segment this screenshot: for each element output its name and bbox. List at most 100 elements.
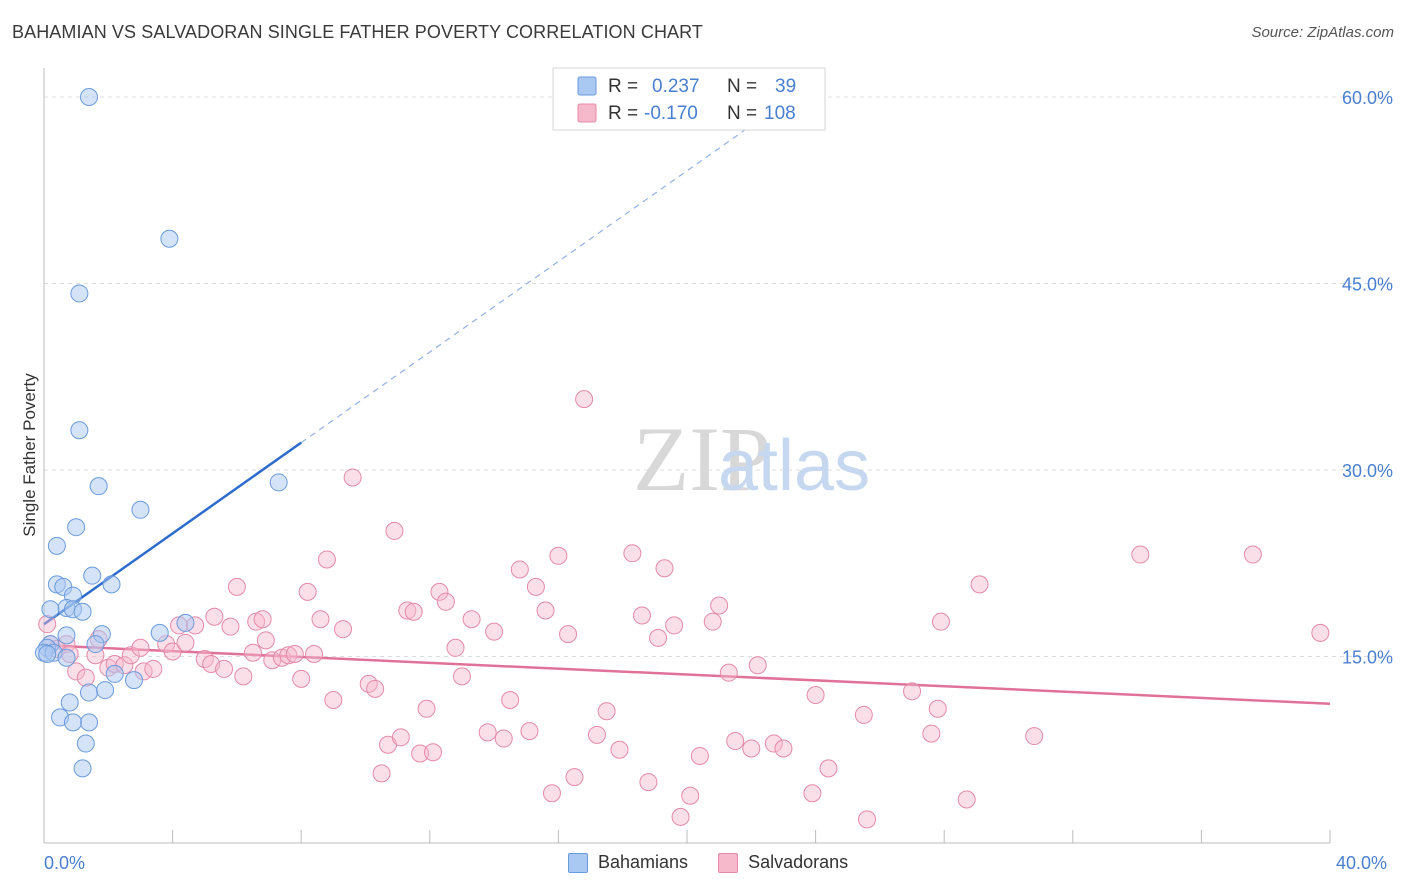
bahamian-point (73, 602, 92, 621)
salvadoran-point (970, 575, 989, 594)
salvadoran-point (681, 786, 700, 805)
bahamian-point (105, 664, 124, 683)
salvadoran-point (803, 784, 822, 803)
axes (43, 68, 1331, 844)
salvadoran-point (391, 728, 410, 747)
salvadoran-point (243, 643, 262, 662)
salvadoran-point (623, 544, 642, 563)
y-tick-label: 30.0% (1342, 461, 1393, 481)
salvadoran-point (478, 723, 497, 742)
salvadoran-point (1025, 727, 1044, 746)
bahamian-point (60, 693, 79, 712)
salvadoran-point (485, 622, 504, 641)
bahamian-point (80, 683, 99, 702)
bahamian-point (57, 626, 76, 645)
salvadoran-point (726, 732, 745, 751)
watermark-zip: ZIP (633, 408, 771, 510)
salvadoran-point (452, 667, 471, 686)
salvadorans-trend-line (43, 644, 1331, 705)
salvadoran-point (1243, 545, 1262, 564)
x-axis-max-label: 40.0% (1336, 853, 1388, 873)
salvadoran-point (221, 617, 240, 636)
salvadoran-point (748, 656, 767, 675)
bahamian-point (269, 473, 288, 492)
x-axis-min-label: 0.0% (44, 853, 86, 873)
salvadoran-point (903, 682, 922, 701)
salvadoran-point (462, 610, 481, 629)
legend-r-label-1: R = (608, 76, 638, 97)
salvadoran-point (317, 550, 336, 569)
bahamian-point (102, 575, 121, 594)
salvadoran-point (343, 468, 362, 487)
salvadoran-point (632, 606, 651, 625)
salvadoran-point (430, 582, 449, 601)
bahamian-point (80, 88, 99, 106)
bahamian-point (38, 645, 57, 664)
trend-lines (43, 111, 1331, 705)
salvadoran-point (424, 743, 443, 762)
bahamian-point (86, 635, 105, 654)
salvadoran-point (38, 615, 57, 634)
bahamian-point (150, 623, 169, 642)
bahamian-point (160, 229, 179, 248)
legend-swatch-salvadorans (577, 103, 597, 123)
salvadoran-point (703, 612, 722, 631)
salvadoran-point (411, 744, 430, 763)
bahamian-point (73, 759, 92, 778)
y-tick-labels: 15.0% 30.0% 45.0% 60.0% (1342, 88, 1393, 668)
bahamian-point (47, 536, 66, 555)
bahamians-points (35, 88, 288, 778)
salvadoran-point (227, 577, 246, 596)
legend-swatch-bahamians (577, 76, 597, 96)
legend-n-label-1: N = (727, 76, 757, 97)
bahamian-point (83, 566, 102, 585)
bahamian-point (63, 713, 82, 732)
salvadoran-point (76, 668, 95, 687)
bahamian-point (67, 518, 86, 537)
watermark: ZIP atlas (633, 408, 870, 510)
salvadoran-point (819, 759, 838, 778)
salvadoran-point (806, 686, 825, 705)
salvadoran-point (366, 679, 385, 698)
salvadoran-point (549, 546, 568, 565)
bahamian-point (176, 613, 195, 632)
bahamians-trend-extension (300, 111, 771, 444)
bahamian-point (80, 713, 99, 732)
salvadoran-point (536, 601, 555, 620)
bahamian-point (76, 734, 95, 753)
salvadoran-point (176, 633, 195, 652)
salvadoran-point (163, 642, 182, 661)
bahamian-point (57, 648, 76, 667)
bahamian-point (89, 477, 108, 496)
salvadoran-point (285, 645, 304, 664)
bahamian-point (125, 671, 144, 690)
salvadoran-point (398, 601, 417, 620)
salvadoran-point (854, 705, 873, 724)
salvadoran-point (324, 691, 343, 710)
bahamians-label: Bahamians (598, 852, 689, 872)
legend-r-label-2: R = (608, 103, 638, 124)
chart-title: BAHAMIAN VS SALVADORAN SINGLE FATHER POV… (12, 22, 704, 42)
salvadoran-point (928, 699, 947, 718)
bahamian-point (96, 681, 115, 700)
salvadoran-point (510, 560, 529, 579)
salvadoran-point (520, 722, 539, 741)
salvadoran-point (957, 790, 976, 809)
salvadoran-point (446, 638, 465, 657)
legend-box (552, 67, 826, 131)
salvadoran-point (587, 725, 606, 744)
salvadoran-point (710, 596, 729, 615)
bahamians-swatch (568, 852, 588, 873)
salvadoran-point (649, 628, 668, 647)
salvadoran-point (671, 807, 690, 826)
salvadoran-point (417, 699, 436, 718)
legend-n-value-2: 108 (764, 103, 796, 124)
salvadoran-point (256, 631, 275, 650)
salvadoran-point (436, 592, 455, 611)
series-legend: Bahamians Salvadorans (568, 852, 878, 873)
salvadoran-point (742, 739, 761, 758)
salvadoran-point (597, 702, 616, 721)
salvadoran-point (298, 582, 317, 601)
salvadoran-point (858, 810, 877, 829)
